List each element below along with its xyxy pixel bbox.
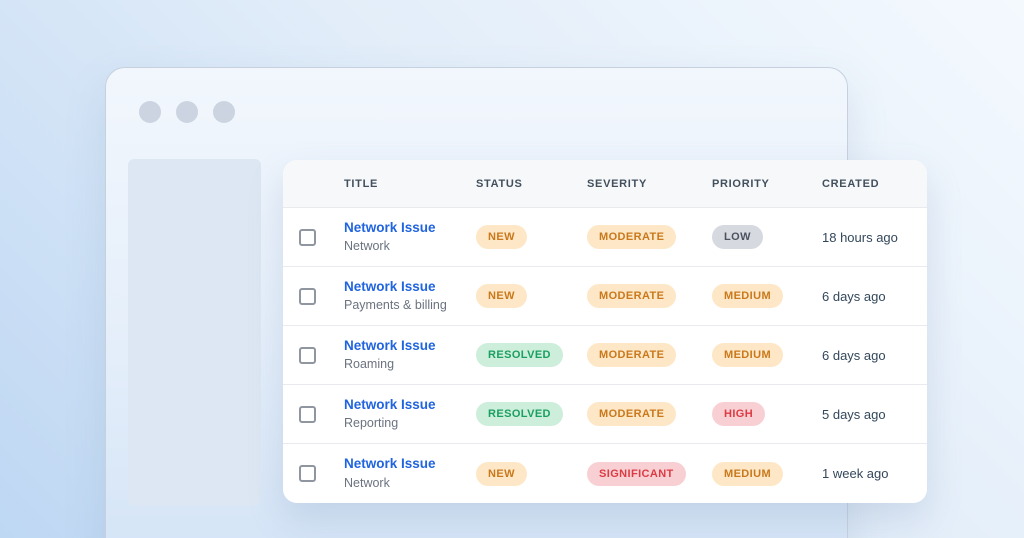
window-minimize-button[interactable] bbox=[176, 101, 198, 123]
priority-badge: MEDIUM bbox=[712, 343, 784, 367]
issue-category: Payments & billing bbox=[344, 298, 447, 313]
severity-badge: SIGNIFICANT bbox=[587, 461, 686, 486]
severity-badge: MODERATE bbox=[587, 225, 677, 249]
created-timestamp: 6 days ago bbox=[822, 347, 886, 363]
column-header-status: STATUS bbox=[476, 177, 523, 190]
created-timestamp: 1 week ago bbox=[822, 466, 889, 481]
issue-title-link[interactable]: Network Issue bbox=[344, 278, 436, 294]
status-badge: NEW bbox=[476, 461, 527, 486]
row-checkbox[interactable] bbox=[298, 405, 316, 423]
status-badge: NEW bbox=[476, 225, 527, 249]
issues-table-card: TITLE STATUS SEVERITY PRIORITY CREATED N… bbox=[283, 160, 927, 503]
issue-title-link[interactable]: Network Issue bbox=[344, 456, 436, 472]
window-close-button[interactable] bbox=[139, 101, 161, 123]
issue-title-link[interactable]: Network Issue bbox=[344, 219, 436, 235]
priority-badge: HIGH bbox=[712, 402, 766, 426]
column-header-title: TITLE bbox=[344, 177, 379, 190]
table-row: Network Issue Network NEW MODERATE LOW 1… bbox=[283, 208, 927, 267]
table-row: Network Issue Payments & billing NEW MOD… bbox=[283, 267, 927, 326]
table-row: Network Issue Network NEW SIGNIFICANT ME… bbox=[283, 444, 927, 503]
table-row: Network Issue Reporting RESOLVED MODERAT… bbox=[283, 385, 927, 444]
status-badge: RESOLVED bbox=[476, 402, 563, 426]
column-header-severity: SEVERITY bbox=[587, 177, 648, 190]
issue-category: Network bbox=[344, 475, 390, 490]
status-badge: RESOLVED bbox=[476, 343, 563, 367]
issue-title-link[interactable]: Network Issue bbox=[344, 396, 436, 412]
window-maximize-button[interactable] bbox=[213, 101, 235, 123]
status-badge: NEW bbox=[476, 284, 527, 308]
column-header-priority: PRIORITY bbox=[712, 177, 770, 190]
issue-category: Network bbox=[344, 239, 390, 254]
row-checkbox[interactable] bbox=[298, 346, 316, 364]
table-row: Network Issue Roaming RESOLVED MODERATE … bbox=[283, 326, 927, 385]
created-timestamp: 5 days ago bbox=[822, 406, 886, 422]
row-checkbox[interactable] bbox=[298, 465, 316, 482]
priority-badge: MEDIUM bbox=[712, 284, 784, 308]
severity-badge: MODERATE bbox=[587, 402, 677, 426]
row-checkbox[interactable] bbox=[298, 228, 316, 246]
window-controls bbox=[139, 101, 235, 123]
issue-title-link[interactable]: Network Issue bbox=[344, 337, 436, 353]
severity-badge: MODERATE bbox=[587, 284, 677, 308]
issue-category: Reporting bbox=[344, 416, 399, 431]
created-timestamp: 6 days ago bbox=[822, 288, 886, 304]
table-header-row: TITLE STATUS SEVERITY PRIORITY CREATED bbox=[283, 160, 927, 208]
priority-badge: LOW bbox=[712, 225, 763, 249]
severity-badge: MODERATE bbox=[587, 343, 677, 367]
row-checkbox[interactable] bbox=[298, 287, 316, 305]
column-header-created: CREATED bbox=[822, 177, 880, 190]
issue-category: Roaming bbox=[344, 357, 395, 372]
created-timestamp: 18 hours ago bbox=[822, 229, 898, 245]
sidebar-placeholder bbox=[128, 159, 261, 506]
priority-badge: MEDIUM bbox=[712, 461, 784, 486]
